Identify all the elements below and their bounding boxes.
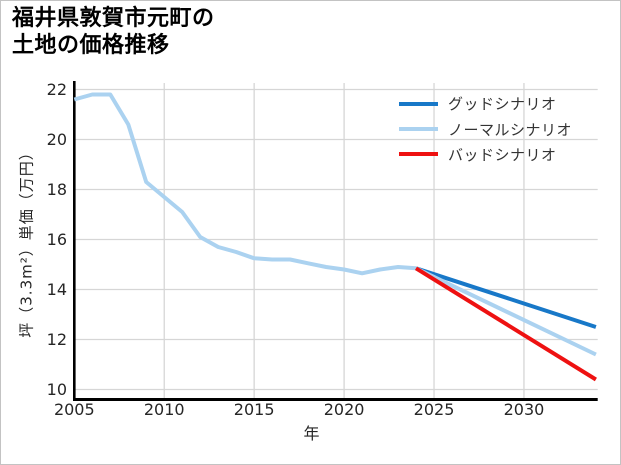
x-tick-label: 2030 [504, 400, 545, 419]
x-tick-label: 2010 [144, 400, 185, 419]
x-tick-label: 2020 [324, 400, 365, 419]
y-tick-label: 14 [47, 280, 67, 299]
y-tick-label: 12 [47, 330, 67, 349]
y-tick-label: 20 [47, 130, 67, 149]
legend-label: ノーマルシナリオ [448, 120, 573, 139]
x-tick-label: 2015 [234, 400, 275, 419]
y-axis-title: 坪（3.3m²）単価（万円） [17, 144, 36, 338]
series-line-グッドシナリオ [415, 266, 597, 329]
legend-item-good-scenario[interactable]: グッドシナリオ [399, 91, 572, 116]
page-title: 福井県敦賀市元町の 土地の価格推移 [12, 5, 215, 59]
x-tick-label: 2025 [414, 400, 455, 419]
series-line-ノーマルシナリオ [415, 266, 597, 357]
bad-scenario-line-swatch [399, 152, 438, 157]
legend-label: グッドシナリオ [448, 95, 557, 114]
x-axis-title: 年 [303, 424, 320, 443]
legend-label: バッドシナリオ [448, 145, 557, 164]
x-tick-label: 2005 [54, 400, 95, 419]
series-line-実績（過去データ） [73, 92, 417, 276]
series-line-バッドシナリオ [414, 266, 597, 382]
legend-item-normal-scenario[interactable]: ノーマルシナリオ [399, 116, 572, 141]
y-tick-label: 22 [47, 80, 67, 99]
legend-item-bad-scenario[interactable]: バッドシナリオ [399, 142, 572, 167]
y-tick-label: 10 [47, 380, 67, 399]
good-scenario-line-swatch [399, 101, 438, 106]
page-title-line2: 土地の価格推移 [12, 33, 170, 58]
y-tick-label: 18 [47, 180, 67, 199]
chart-legend: グッドシナリオ ノーマルシナリオ バッドシナリオ [399, 91, 572, 167]
page-title-line1: 福井県敦賀市元町の [12, 6, 215, 31]
y-tick-label: 16 [47, 230, 67, 249]
normal-scenario-line-swatch [399, 127, 438, 132]
